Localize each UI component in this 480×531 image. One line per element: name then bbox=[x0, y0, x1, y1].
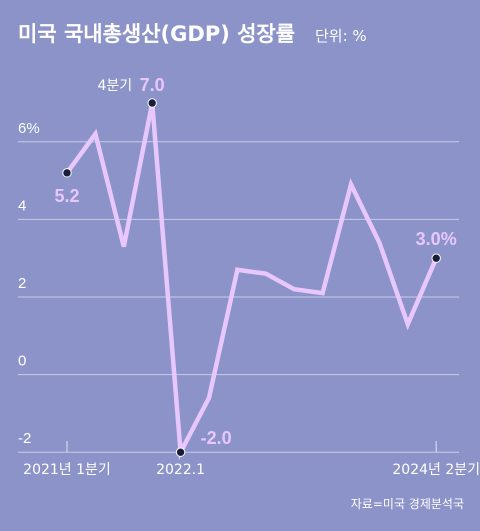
x-tick-label: 2022.1 bbox=[156, 462, 205, 478]
data-label: 5.2 bbox=[54, 186, 79, 206]
series-gdp-growth bbox=[64, 102, 439, 461]
y-tick-label: 0 bbox=[18, 353, 26, 370]
chart-unit: 단위: % bbox=[315, 27, 367, 45]
source-note: 자료=미국 경제분석국 bbox=[351, 497, 464, 511]
data-label-prefix: 4분기 bbox=[98, 78, 133, 94]
data-marker bbox=[147, 98, 157, 108]
y-tick-label: -2 bbox=[18, 430, 31, 447]
data-marker bbox=[431, 253, 441, 263]
series-line bbox=[64, 102, 439, 461]
x-tick-label: 2021년 1분기 bbox=[23, 462, 111, 478]
data-label: 3.0% bbox=[416, 229, 457, 249]
y-axis-ticks: 6% 4 2 0 -2 bbox=[18, 120, 40, 447]
chart-title: 미국 국내총생산(GDP) 성장률 bbox=[18, 22, 295, 46]
data-label: 7.0 bbox=[140, 75, 165, 95]
data-label: -2.0 bbox=[201, 428, 232, 448]
y-tick-label: 6% bbox=[18, 120, 40, 137]
data-marker bbox=[62, 168, 72, 178]
y-tick-label: 2 bbox=[18, 275, 26, 292]
grid-lines bbox=[18, 141, 459, 453]
x-tick-label: 2024년 2분기 bbox=[392, 462, 480, 478]
data-markers bbox=[62, 98, 441, 457]
y-tick-label: 4 bbox=[18, 197, 26, 214]
data-marker bbox=[175, 447, 186, 457]
data-labels: 5.2 7.0 4분기 -2.0 3.0% bbox=[54, 75, 456, 448]
